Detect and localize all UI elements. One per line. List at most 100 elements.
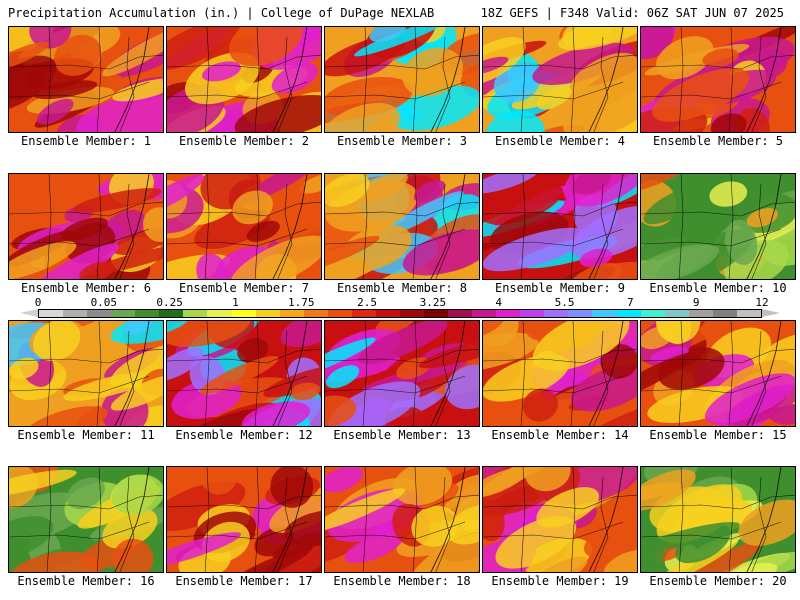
precip-map — [483, 27, 637, 132]
ensemble-member-label: Ensemble Member: 15 — [649, 428, 787, 442]
ensemble-map-panel — [482, 26, 638, 133]
ensemble-map-panel — [640, 466, 796, 573]
ensemble-map-panel — [640, 320, 796, 427]
precip-map — [167, 27, 321, 132]
precip-map — [325, 27, 479, 132]
ensemble-map-panel — [324, 320, 480, 427]
colorbar-segment — [303, 310, 328, 317]
precip-map — [641, 27, 795, 132]
colorbar-segment — [279, 310, 304, 317]
model-run-info: 18Z GEFS | F348 Valid: 06Z SAT JUN 07 20… — [480, 6, 784, 20]
precip-map — [641, 467, 795, 572]
colorbar-tick-label: 0 — [34, 296, 42, 309]
colorbar-segment — [375, 310, 400, 317]
colorbar-segment — [231, 310, 256, 317]
precip-map — [325, 174, 479, 279]
colorbar-segment — [87, 310, 112, 317]
colorbar-segment — [399, 310, 424, 317]
colorbar-min-arrow — [20, 309, 38, 317]
ensemble-member-label: Ensemble Member: 9 — [494, 281, 626, 295]
ensemble-member-label: Ensemble Member: 11 — [17, 428, 155, 442]
ensemble-map-panel — [482, 320, 638, 427]
ensemble-member-label: Ensemble Member: 12 — [175, 428, 313, 442]
colorbar-segment — [327, 310, 352, 317]
colorbar-segment — [183, 310, 208, 317]
precip-colorbar — [38, 309, 762, 318]
colorbar-segment — [736, 310, 761, 317]
colorbar-tick-label: 9 — [692, 296, 700, 309]
precip-map — [9, 321, 163, 426]
ensemble-member-label: Ensemble Member: 18 — [333, 574, 471, 588]
colorbar-segment — [640, 310, 665, 317]
ensemble-member-label: Ensemble Member: 17 — [175, 574, 313, 588]
precip-map — [9, 174, 163, 279]
ensemble-member-label: Ensemble Member: 3 — [336, 134, 468, 148]
colorbar-segment — [351, 310, 376, 317]
precip-map — [167, 467, 321, 572]
ensemble-map-panel — [640, 26, 796, 133]
chart-title: Precipitation Accumulation (in.) | Colle… — [8, 6, 435, 20]
ensemble-map-panel — [166, 320, 322, 427]
precip-map — [641, 174, 795, 279]
ensemble-member-label: Ensemble Member: 6 — [20, 281, 152, 295]
colorbar-max-arrow — [762, 309, 780, 317]
ensemble-member-label: Ensemble Member: 5 — [652, 134, 784, 148]
colorbar-segment — [159, 310, 184, 317]
ensemble-member-label: Ensemble Member: 20 — [649, 574, 787, 588]
colorbar-segment — [664, 310, 689, 317]
colorbar-segment — [568, 310, 593, 317]
ensemble-map-panel — [166, 466, 322, 573]
colorbar-tick-label: 0.05 — [90, 296, 118, 309]
colorbar-segment — [688, 310, 713, 317]
colorbar-tick-label: 12 — [755, 296, 769, 309]
colorbar-tick-label: 0.25 — [156, 296, 183, 309]
ensemble-map-panel — [8, 466, 164, 573]
ensemble-member-label: Ensemble Member: 1 — [20, 134, 152, 148]
colorbar-segment — [63, 310, 88, 317]
ensemble-member-label: Ensemble Member: 19 — [491, 574, 629, 588]
colorbar-segment — [616, 310, 641, 317]
precip-map — [483, 467, 637, 572]
colorbar-segment — [496, 310, 521, 317]
colorbar-tick-label: 5.5 — [554, 296, 575, 309]
colorbar-tick-label: 3.25 — [419, 296, 447, 309]
colorbar-segment — [207, 310, 232, 317]
colorbar-tick-label: 2.5 — [357, 296, 378, 309]
ensemble-member-label: Ensemble Member: 8 — [336, 281, 468, 295]
colorbar-segment — [255, 310, 280, 317]
ensemble-map-panel — [324, 466, 480, 573]
ensemble-member-label: Ensemble Member: 16 — [17, 574, 155, 588]
colorbar-segment — [544, 310, 569, 317]
ensemble-map-panel — [8, 26, 164, 133]
ensemble-member-label: Ensemble Member: 14 — [491, 428, 629, 442]
precip-map — [9, 27, 163, 132]
ensemble-map-panel — [640, 173, 796, 280]
precip-map — [325, 321, 479, 426]
ensemble-map-panel — [324, 26, 480, 133]
ensemble-member-label: Ensemble Member: 2 — [178, 134, 310, 148]
ensemble-map-panel — [8, 320, 164, 427]
colorbar-segment — [712, 310, 737, 317]
colorbar-tick-label: 4 — [495, 296, 503, 309]
ensemble-map-panel — [482, 173, 638, 280]
ensemble-map-panel — [8, 173, 164, 280]
precip-map — [641, 321, 795, 426]
colorbar-segment — [111, 310, 136, 317]
colorbar-segment — [520, 310, 545, 317]
colorbar-segment — [472, 310, 497, 317]
precip-map — [167, 321, 321, 426]
precip-map — [167, 174, 321, 279]
colorbar-tick-label: 1.75 — [288, 296, 315, 309]
ensemble-map-panel — [166, 173, 322, 280]
colorbar-tick-label: 1 — [232, 296, 239, 309]
colorbar-segment — [448, 310, 473, 317]
colorbar-segment — [39, 310, 64, 317]
colorbar-segment — [592, 310, 617, 317]
ensemble-member-label: Ensemble Member: 7 — [178, 281, 310, 295]
colorbar-tick-label: 7 — [627, 296, 634, 309]
ensemble-map-panel — [324, 173, 480, 280]
colorbar-segment — [424, 310, 449, 317]
precip-map — [483, 174, 637, 279]
ensemble-member-label: Ensemble Member: 10 — [649, 281, 787, 295]
ensemble-map-panel — [482, 466, 638, 573]
